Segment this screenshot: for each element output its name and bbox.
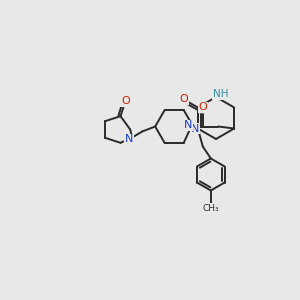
Text: O: O [199, 103, 208, 112]
Text: O: O [180, 94, 188, 104]
Text: N: N [125, 134, 134, 145]
Text: N: N [184, 121, 192, 130]
Text: NH: NH [213, 89, 229, 99]
Text: O: O [121, 96, 130, 106]
Text: N: N [190, 124, 199, 134]
Text: CH₃: CH₃ [202, 204, 219, 213]
